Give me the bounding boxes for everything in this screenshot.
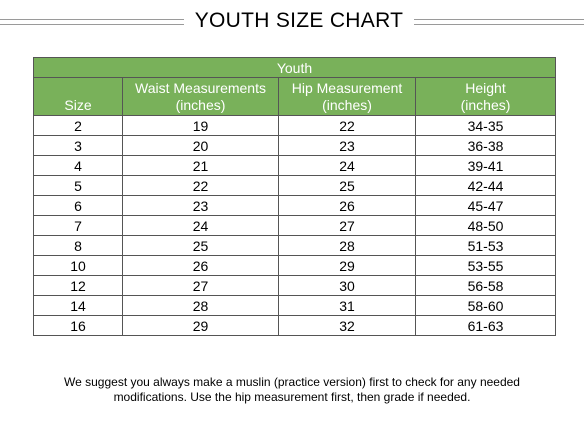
table-row: 2 19 22 34-35 bbox=[33, 115, 556, 136]
table-cell: 29 bbox=[122, 315, 279, 336]
table-row: 6 23 26 45-47 bbox=[33, 195, 556, 216]
table-cell: 12 bbox=[33, 275, 123, 296]
table-row: 5 22 25 42-44 bbox=[33, 175, 556, 196]
column-header-height: Height (inches) bbox=[415, 77, 556, 116]
table-cell: 22 bbox=[122, 175, 279, 196]
table-row: 10 26 29 53-55 bbox=[33, 255, 556, 276]
table-cell: 19 bbox=[122, 115, 279, 136]
table-cell: 5 bbox=[33, 175, 123, 196]
table-cell: 53-55 bbox=[415, 255, 556, 276]
table-row: 7 24 27 48-50 bbox=[33, 215, 556, 236]
table-cell: 8 bbox=[33, 235, 123, 256]
table-cell: 7 bbox=[33, 215, 123, 236]
table-cell: 56-58 bbox=[415, 275, 556, 296]
table-cell: 4 bbox=[33, 155, 123, 176]
title-rule-left bbox=[0, 19, 184, 25]
column-header-hip-line2: (inches) bbox=[322, 96, 372, 113]
title-rule-right bbox=[414, 19, 584, 25]
table-cell: 28 bbox=[122, 295, 279, 316]
column-header-waist-line2: (inches) bbox=[175, 96, 226, 113]
table-cell: 21 bbox=[122, 155, 279, 176]
column-header-size: Size bbox=[33, 77, 123, 116]
table-cell: 32 bbox=[278, 315, 416, 336]
table-cell: 31 bbox=[278, 295, 416, 316]
column-header-size-label: Size bbox=[64, 97, 92, 113]
column-header-height-line1: Height bbox=[465, 79, 506, 96]
table-cell: 25 bbox=[122, 235, 279, 256]
table-row: 4 21 24 39-41 bbox=[33, 155, 556, 176]
table-cell: 61-63 bbox=[415, 315, 556, 336]
column-header-waist-line1: Waist Measurements bbox=[135, 79, 266, 96]
table-cell: 25 bbox=[278, 175, 416, 196]
column-header-hip-line1: Hip Measurement bbox=[291, 79, 403, 96]
footnote: We suggest you always make a muslin (pra… bbox=[0, 375, 584, 405]
table-cell: 42-44 bbox=[415, 175, 556, 196]
table-cell: 22 bbox=[278, 115, 416, 136]
table-cell: 26 bbox=[122, 255, 279, 276]
footnote-line1: We suggest you always make a muslin (pra… bbox=[64, 375, 520, 389]
table-cell: 2 bbox=[33, 115, 123, 136]
table-row: 12 27 30 56-58 bbox=[33, 275, 556, 296]
table-cell: 10 bbox=[33, 255, 123, 276]
table-cell: 36-38 bbox=[415, 135, 556, 156]
table-cell: 28 bbox=[278, 235, 416, 256]
table-cell: 3 bbox=[33, 135, 123, 156]
table-cell: 26 bbox=[278, 195, 416, 216]
page-title: YOUTH SIZE CHART bbox=[194, 9, 404, 32]
table-body: 2 19 22 34-35 3 20 23 36-38 4 21 24 39-41 5 22 25 42-44… bbox=[33, 115, 556, 336]
table-cell: 6 bbox=[33, 195, 123, 216]
table-cell: 58-60 bbox=[415, 295, 556, 316]
column-header-height-line2: (inches) bbox=[460, 96, 511, 113]
table-cell: 23 bbox=[122, 195, 279, 216]
table-cell: 24 bbox=[122, 215, 279, 236]
table-cell: 45-47 bbox=[415, 195, 556, 216]
table-cell: 16 bbox=[33, 315, 123, 336]
title-bar: YOUTH SIZE CHART bbox=[0, 6, 584, 38]
column-header-hip: Hip Measurement (inches) bbox=[278, 77, 416, 116]
table-cell: 39-41 bbox=[415, 155, 556, 176]
table-cell: 23 bbox=[278, 135, 416, 156]
table-cell: 27 bbox=[278, 215, 416, 236]
table-row: 8 25 28 51-53 bbox=[33, 235, 556, 256]
table-cell: 14 bbox=[33, 295, 123, 316]
size-chart-table: Youth Size Waist Measurements (inches) H… bbox=[33, 57, 556, 336]
table-row: 3 20 23 36-38 bbox=[33, 135, 556, 156]
table-cell: 29 bbox=[278, 255, 416, 276]
footnote-line2: modifications. Use the hip measurement f… bbox=[113, 390, 471, 404]
table-cell: 34-35 bbox=[415, 115, 556, 136]
table-cell: 20 bbox=[122, 135, 279, 156]
table-cell: 24 bbox=[278, 155, 416, 176]
table-group-header: Youth bbox=[33, 57, 556, 78]
table-cell: 27 bbox=[122, 275, 279, 296]
table-cell: 30 bbox=[278, 275, 416, 296]
column-header-waist: Waist Measurements (inches) bbox=[122, 77, 279, 116]
table-row: 14 28 31 58-60 bbox=[33, 295, 556, 316]
table-cell: 48-50 bbox=[415, 215, 556, 236]
table-cell: 51-53 bbox=[415, 235, 556, 256]
table-row: 16 29 32 61-63 bbox=[33, 315, 556, 336]
